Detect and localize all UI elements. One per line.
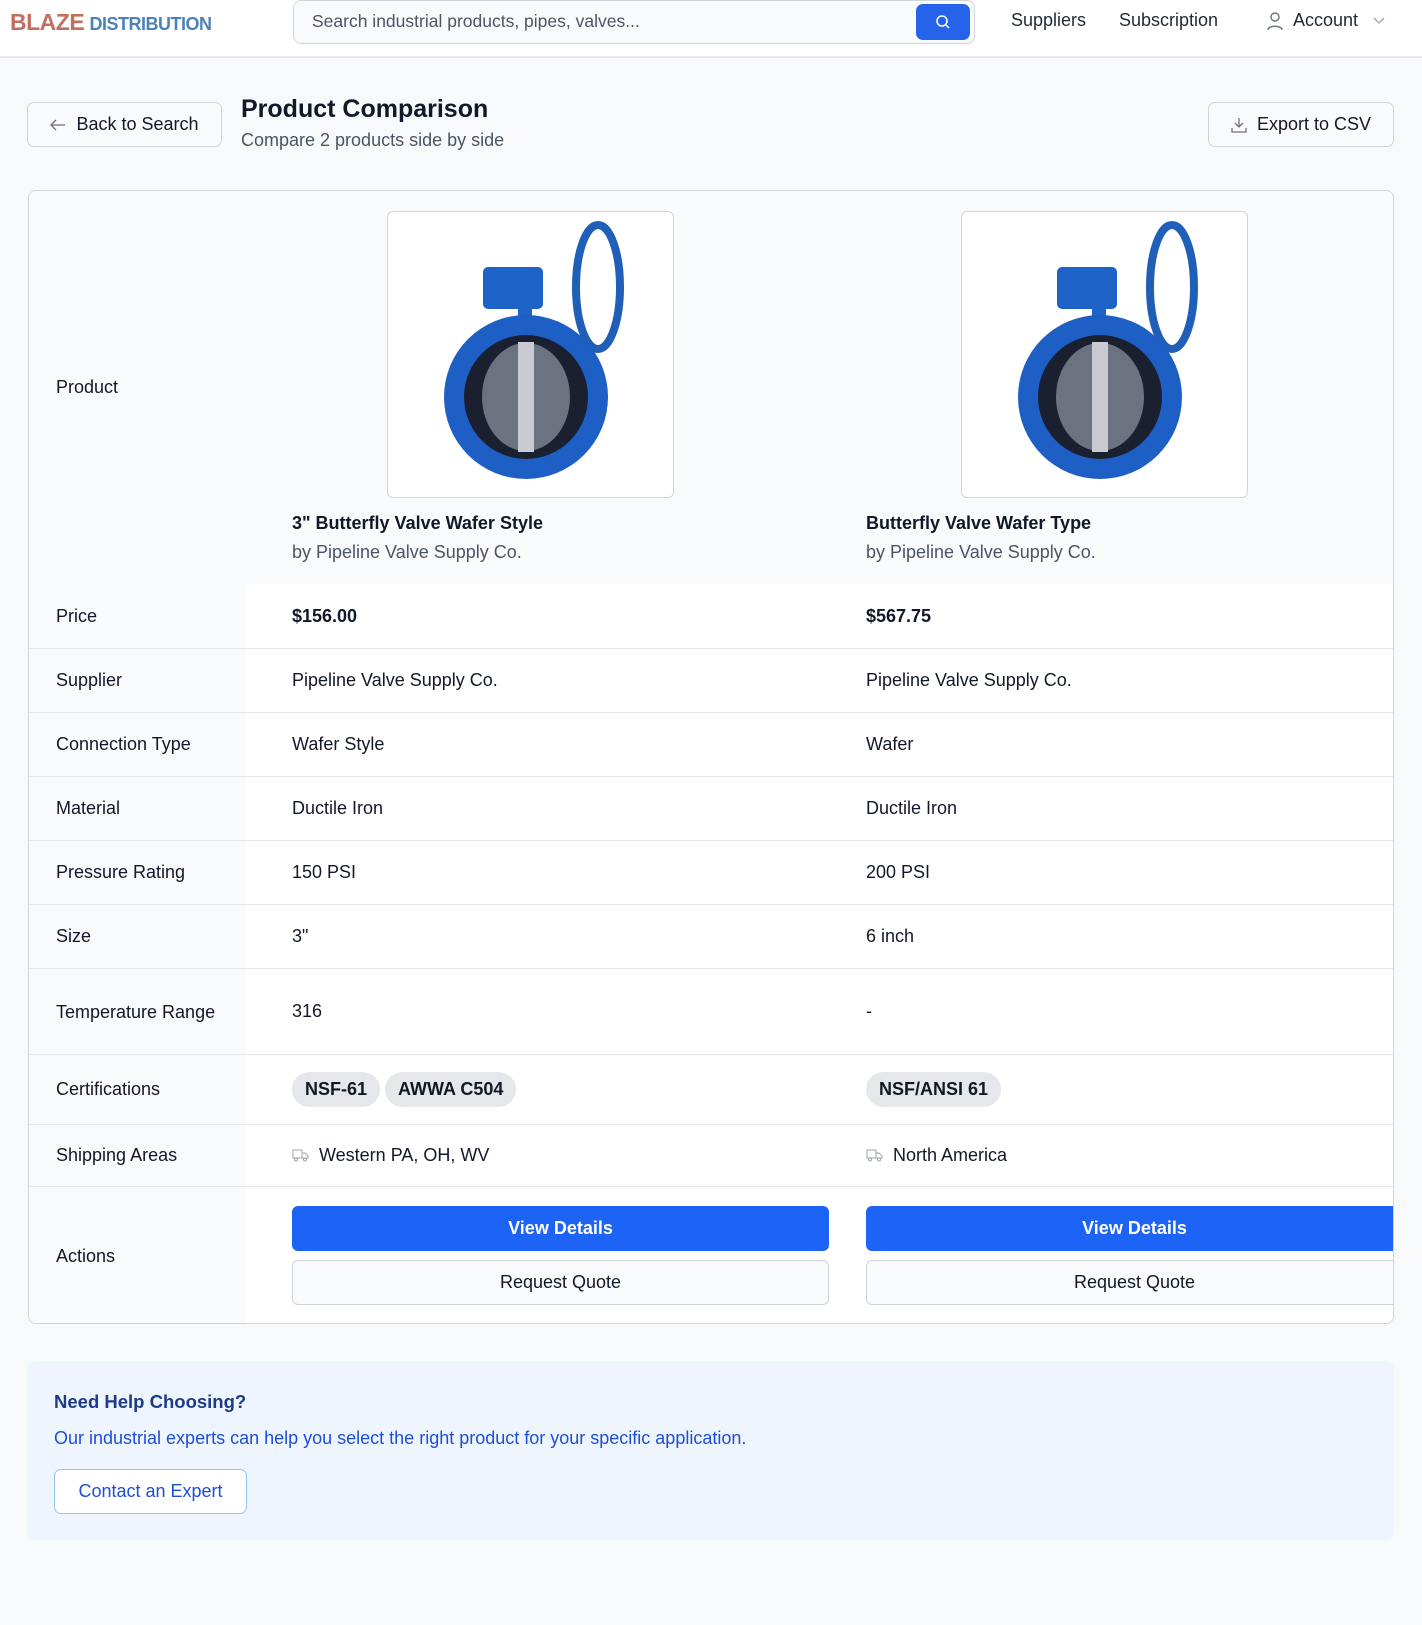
butterfly-valve-image <box>444 221 624 479</box>
pressure-value: 200 PSI <box>866 862 931 882</box>
price-row: Price $156.00 $567.75 <box>29 584 1393 648</box>
product-supplier: by Pipeline Valve Supply Co. <box>292 542 522 562</box>
shipping-value: North America <box>893 1145 1008 1165</box>
export-csv-button[interactable]: Export to CSV <box>1208 102 1394 147</box>
actions-row: Actions View Details Request Quote View … <box>29 1186 1393 1323</box>
chevron-down-icon <box>1373 17 1385 24</box>
product-name[interactable]: 3" Butterfly Valve Wafer Style <box>292 513 543 533</box>
view-details-button[interactable]: View Details <box>866 1206 1393 1251</box>
row-label: Temperature Range <box>29 969 246 1054</box>
price-value: $156.00 <box>292 605 358 626</box>
row-label: Certifications <box>29 1055 246 1124</box>
search-input[interactable] <box>294 1 894 41</box>
product-cell-2: Butterfly Valve Wafer Type by Pipeline V… <box>838 191 1375 584</box>
row-label: Pressure Rating <box>29 841 246 904</box>
shipping-value: Western PA, OH, WV <box>319 1145 490 1165</box>
row-label: Product <box>29 191 246 584</box>
page-title: Product Comparison <box>241 95 489 123</box>
supplier-link[interactable]: Pipeline Valve Supply Co. <box>292 670 498 690</box>
size-value: 6 inch <box>866 926 915 946</box>
help-panel: Need Help Choosing? Our industrial exper… <box>27 1361 1394 1540</box>
certification-badge: NSF-61 <box>292 1072 381 1107</box>
connection-value: Wafer <box>866 734 914 754</box>
arrow-left-icon <box>50 119 66 130</box>
pressure-value: 150 PSI <box>292 862 357 882</box>
actions-cell: View Details Request Quote <box>292 1187 829 1323</box>
view-details-button[interactable]: View Details <box>292 1206 829 1251</box>
help-title: Need Help Choosing? <box>54 1391 247 1412</box>
nav-subscription[interactable]: Subscription <box>1119 10 1219 30</box>
shipping-row: Shipping Areas Western PA, OH, WV North … <box>29 1124 1393 1186</box>
certification-badge: AWWA C504 <box>385 1072 517 1107</box>
pressure-row: Pressure Rating 150 PSI 200 PSI <box>29 840 1393 904</box>
product-cell-1: 3" Butterfly Valve Wafer Style by Pipeli… <box>264 191 801 584</box>
nav-suppliers[interactable]: Suppliers <box>1011 10 1087 30</box>
comparison-table: Product 3" Butterfly Valve Wafer Style b… <box>28 190 1394 1324</box>
material-value: Ductile Iron <box>866 798 958 818</box>
row-label: Supplier <box>29 649 246 712</box>
certification-badge: NSF/ANSI 61 <box>866 1072 1002 1107</box>
certifications-cell: NSF/ANSI 61 <box>838 1055 1375 1124</box>
price-value: $567.75 <box>866 605 932 626</box>
temperature-row: Temperature Range 316 - <box>29 968 1393 1054</box>
temperature-value: 316 <box>292 1001 323 1021</box>
row-label: Shipping Areas <box>29 1125 246 1186</box>
shipping-cell: North America <box>838 1125 1375 1186</box>
contact-expert-button[interactable]: Contact an Expert <box>54 1469 247 1514</box>
help-text: Our industrial experts can help you sele… <box>54 1428 747 1448</box>
material-row: Material Ductile Iron Ductile Iron <box>29 776 1393 840</box>
certifications-row: Certifications NSF-61 AWWA C504 NSF/ANSI … <box>29 1054 1393 1124</box>
row-label: Material <box>29 777 246 840</box>
temperature-value: - <box>866 1001 872 1021</box>
back-to-search-button[interactable]: Back to Search <box>27 102 222 147</box>
product-row: Product 3" Butterfly Valve Wafer Style b… <box>29 191 1393 584</box>
request-quote-button[interactable]: Request Quote <box>292 1260 829 1305</box>
row-label: Actions <box>29 1187 246 1323</box>
supplier-row: Supplier Pipeline Valve Supply Co. Pipel… <box>29 648 1393 712</box>
shipping-cell: Western PA, OH, WV <box>264 1125 801 1186</box>
certifications-cell: NSF-61 AWWA C504 <box>264 1055 801 1124</box>
account-menu[interactable]: Account <box>1266 10 1385 31</box>
product-image[interactable] <box>961 211 1248 498</box>
logo[interactable]: BLAZE DISTRIBUTION <box>10 9 212 35</box>
search-icon <box>936 15 950 29</box>
butterfly-valve-image <box>1018 221 1198 479</box>
connection-row: Connection Type Wafer Style Wafer <box>29 712 1393 776</box>
page-subtitle: Compare 2 products side by side <box>241 130 505 150</box>
actions-cell: View Details Request Quote <box>866 1187 1393 1323</box>
row-label: Connection Type <box>29 713 246 776</box>
connection-value: Wafer Style <box>292 734 385 754</box>
account-label: Account <box>1293 10 1359 30</box>
row-label: Size <box>29 905 246 968</box>
product-name[interactable]: Butterfly Valve Wafer Type <box>866 513 1092 533</box>
row-label: Price <box>29 584 246 648</box>
truck-icon <box>866 1149 883 1162</box>
request-quote-button[interactable]: Request Quote <box>866 1260 1393 1305</box>
product-image[interactable] <box>387 211 674 498</box>
product-supplier: by Pipeline Valve Supply Co. <box>866 542 1096 562</box>
supplier-link[interactable]: Pipeline Valve Supply Co. <box>866 670 1072 690</box>
search-button[interactable] <box>916 4 970 40</box>
material-value: Ductile Iron <box>292 798 384 818</box>
search-bar <box>293 0 975 44</box>
size-row: Size 3" 6 inch <box>29 904 1393 968</box>
top-header: BLAZE DISTRIBUTION Suppliers Subscriptio… <box>0 0 1422 58</box>
user-icon <box>1267 11 1283 30</box>
truck-icon <box>292 1149 309 1162</box>
size-value: 3" <box>292 926 309 946</box>
download-icon <box>1231 117 1247 133</box>
